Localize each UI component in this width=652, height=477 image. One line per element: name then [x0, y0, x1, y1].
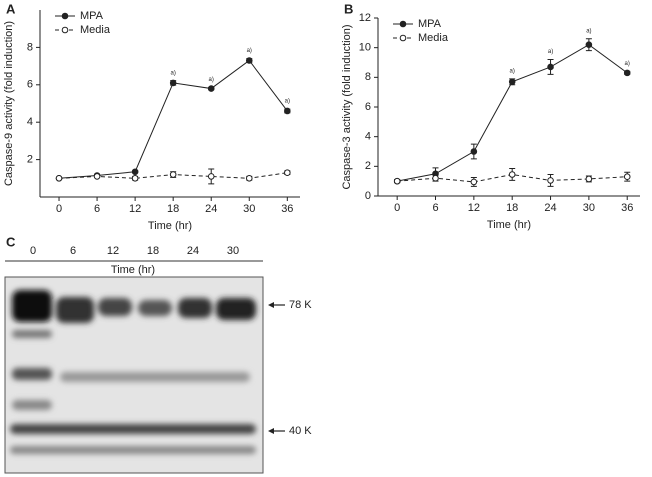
annotation: a) [586, 28, 591, 34]
x-tick-label: 30 [243, 203, 255, 215]
marker [245, 175, 253, 182]
x-tick-label: 18 [506, 202, 518, 214]
annotation: a) [209, 77, 214, 83]
marker [393, 177, 401, 185]
x-tick-label: 12 [468, 202, 480, 214]
y-tick-label: 8 [27, 41, 33, 53]
marker [547, 63, 554, 71]
marker [623, 173, 631, 181]
annotation: a) [548, 49, 553, 55]
lane-label: 6 [70, 245, 76, 257]
x-axis-title: Time (hr) [148, 220, 192, 232]
arrow-head [268, 302, 274, 308]
x-tick-label: 6 [94, 203, 100, 215]
legend-marker [61, 12, 69, 20]
x-tick-label: 24 [205, 203, 217, 215]
y-tick-label: 8 [365, 71, 371, 83]
marker [284, 169, 291, 176]
y-tick-label: 2 [27, 154, 33, 166]
arrow-head [268, 428, 274, 434]
marker [93, 173, 101, 180]
x-tick-label: 36 [621, 202, 633, 214]
y-tick-label: 4 [365, 131, 371, 143]
marker [547, 177, 554, 184]
y-tick-label: 6 [27, 79, 33, 91]
y-tick-label: 0 [365, 190, 371, 202]
panel-label: B [344, 1, 353, 16]
lane-label: 12 [107, 245, 119, 257]
marker [284, 107, 291, 115]
legend-label: Media [418, 32, 449, 44]
legend-label: Media [80, 24, 111, 36]
marker [131, 168, 139, 176]
x-axis-title: Time (hr) [487, 219, 531, 231]
x-tick-label: 6 [432, 202, 438, 214]
y-tick-label: 10 [359, 42, 371, 54]
marker [585, 41, 593, 49]
marker [508, 171, 516, 178]
annotation: a) [247, 48, 252, 54]
y-tick-label: 4 [27, 116, 33, 128]
x-tick-label: 36 [281, 203, 293, 215]
panel-label: A [6, 1, 16, 16]
marker-label: 40 K [289, 425, 312, 437]
x-tick-label: 24 [544, 202, 556, 214]
legend-marker [399, 34, 407, 42]
marker [623, 69, 631, 77]
x-tick-label: 18 [167, 203, 179, 215]
series-line [397, 44, 628, 182]
y-axis-title: Caspase-9 activity (fold induction) [3, 21, 15, 186]
lane-label: 24 [187, 245, 199, 257]
x-tick-label: 0 [56, 203, 62, 215]
blot-bands [10, 290, 256, 454]
lane-label: 18 [147, 245, 159, 257]
legend-marker [399, 20, 407, 28]
marker [470, 148, 478, 155]
lane-label: 0 [30, 245, 36, 257]
legend-label: MPA [80, 10, 104, 22]
legend-marker [61, 26, 69, 34]
marker [169, 171, 177, 178]
marker [131, 175, 139, 182]
marker [207, 85, 215, 92]
lane-label: 30 [227, 245, 239, 257]
y-axis-title: Caspase-3 activity (fold induction) [341, 24, 353, 189]
marker [169, 79, 177, 87]
y-tick-label: 6 [365, 101, 371, 113]
y-tick-label: 12 [359, 12, 371, 24]
annotation: a) [625, 61, 630, 67]
panel-label: C [6, 234, 16, 249]
y-tick-label: 2 [365, 160, 371, 172]
marker [432, 174, 439, 182]
blot-panel: C Time (hr) 78 K 40 K [4, 234, 312, 474]
annotation: a) [170, 70, 175, 76]
marker [508, 78, 516, 86]
x-tick-label: 30 [583, 202, 595, 214]
series-line [58, 59, 288, 179]
marker [245, 57, 253, 64]
marker [470, 178, 478, 186]
x-tick-label: 0 [394, 202, 400, 214]
marker [55, 175, 63, 182]
legend-label: MPA [418, 18, 442, 30]
marker [207, 173, 215, 180]
annotation: a) [285, 99, 290, 105]
lane-title: Time (hr) [111, 264, 155, 276]
annotation: a) [510, 68, 515, 74]
marker-label: 78 K [289, 299, 312, 311]
x-tick-label: 12 [129, 203, 141, 215]
marker [585, 175, 593, 183]
